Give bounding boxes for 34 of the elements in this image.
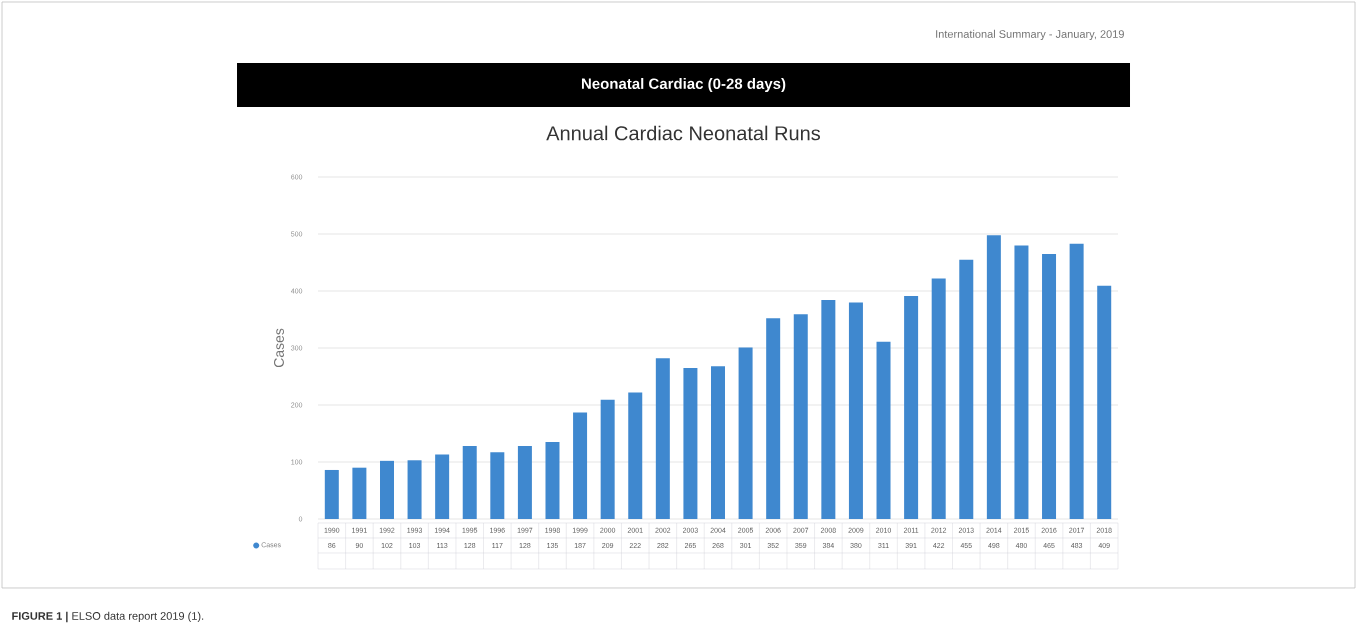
bar [1014,245,1029,519]
bar [435,454,450,519]
bar [821,300,836,519]
bar [490,452,505,519]
bar [352,467,367,519]
bar [324,469,339,519]
bar [931,278,946,519]
bar [986,235,1001,519]
bar [573,412,588,519]
bar [711,366,725,519]
chart-subtitle: Annual Cardiac Neonatal Runs [546,125,821,141]
bar [379,460,394,519]
bar [600,399,615,519]
bar [1069,243,1084,519]
bar [959,259,974,519]
chart-title: Neonatal Cardiac (0-28 days) [581,78,786,92]
text: International Summary - January, 2019 [936,29,1124,41]
bar [628,392,643,519]
bar [904,296,919,519]
bar [1097,285,1112,519]
text: FIGURE 1 | ELSO data report 2019 (1). [12,611,204,623]
y-axis-title: Cases [274,328,284,368]
bar [407,460,422,519]
bar [848,302,863,519]
bar [683,367,698,519]
bar [766,318,781,519]
bar [655,358,670,519]
bar [517,446,532,519]
bar [545,442,560,519]
bar [876,341,891,519]
bar [793,314,808,519]
bar [462,446,477,519]
bar [738,347,753,519]
bar [1042,253,1057,519]
